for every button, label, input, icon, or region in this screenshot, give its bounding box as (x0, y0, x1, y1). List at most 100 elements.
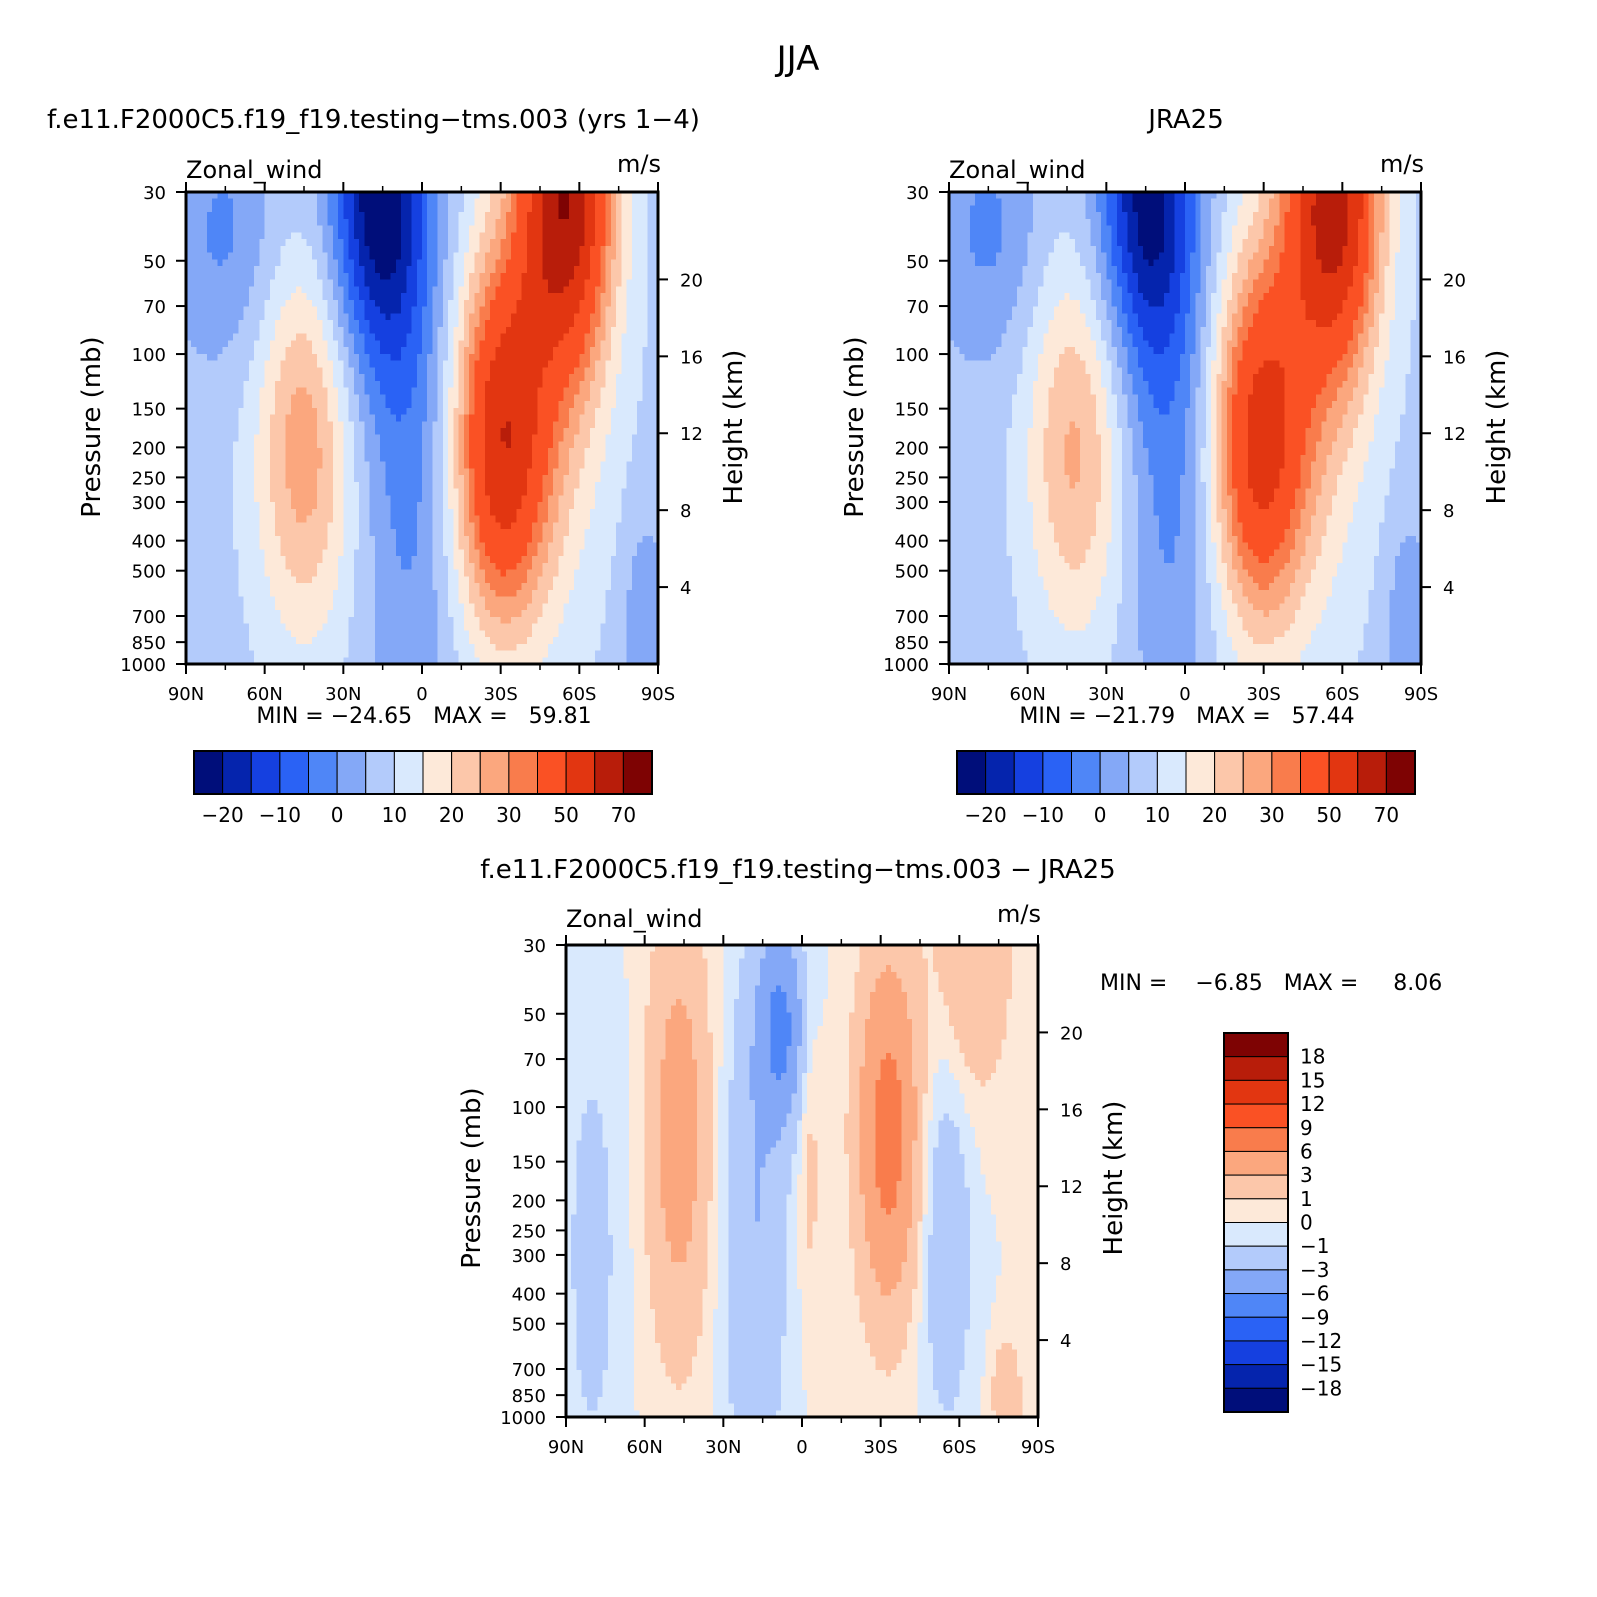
field-cell (296, 461, 302, 470)
field-cell (217, 266, 224, 274)
field-cell (631, 218, 638, 227)
field-cell (637, 367, 643, 375)
field-cell (437, 475, 444, 483)
field-cell (469, 293, 476, 301)
field-cell (631, 387, 638, 395)
field-cell (605, 387, 612, 395)
field-cell (589, 279, 596, 287)
field-cell (532, 286, 538, 294)
field-cell (233, 212, 240, 220)
field-cell (296, 542, 302, 550)
field-cell (332, 556, 339, 564)
field-cell (206, 542, 213, 550)
field-cell (369, 448, 376, 456)
field-cell (469, 360, 476, 368)
field-cell (227, 239, 234, 247)
field-cell (647, 556, 654, 564)
field-cell (516, 475, 523, 483)
field-cell (186, 529, 192, 537)
field-cell (516, 333, 523, 341)
field-cell (186, 232, 192, 240)
field-cell (411, 488, 418, 497)
field-cell (490, 279, 497, 287)
field-cell (306, 360, 313, 368)
field-cell (553, 360, 559, 368)
field-cell (526, 326, 533, 335)
field-cell (427, 320, 434, 328)
field-cell (631, 454, 638, 463)
field-cell (395, 562, 402, 571)
field-cell (306, 367, 313, 375)
field-cell (589, 333, 596, 341)
field-cell (589, 448, 596, 456)
field-cell (285, 414, 292, 422)
field-cell (553, 407, 559, 416)
field-cell (453, 542, 460, 550)
field-cell (542, 360, 549, 368)
field-cell (416, 556, 423, 564)
field-cell (532, 259, 538, 267)
field-cell (621, 360, 628, 368)
field-cell (432, 252, 439, 261)
field-cell (406, 239, 413, 247)
field-cell (343, 353, 350, 362)
field-cell (416, 272, 423, 281)
field-cell (290, 245, 297, 254)
field-cell (332, 401, 339, 409)
field-cell (296, 259, 302, 267)
field-cell (359, 272, 365, 281)
field-cell (217, 333, 224, 341)
field-cell (422, 259, 428, 267)
field-cell (301, 421, 308, 429)
field-cell (269, 212, 276, 220)
field-cell (511, 313, 517, 321)
field-cell (558, 340, 565, 348)
field-cell (437, 313, 444, 321)
field-cell (290, 259, 297, 267)
field-cell (579, 542, 586, 550)
field-cell (526, 218, 533, 227)
field-cell (222, 387, 229, 395)
field-cell (411, 279, 418, 287)
field-cell (222, 562, 229, 571)
field-cell (511, 232, 517, 240)
field-cell (574, 374, 580, 382)
field-cell (637, 515, 643, 523)
field-cell (537, 279, 544, 287)
field-cell (631, 232, 638, 240)
field-cell (212, 272, 219, 281)
figure-title: JJA (775, 39, 820, 79)
field-cell (269, 488, 276, 497)
field-cell (416, 502, 423, 510)
field-cell (374, 218, 381, 227)
field-cell (458, 340, 465, 348)
field-cell (563, 374, 570, 382)
field-cell (595, 313, 601, 321)
field-cell (206, 347, 213, 355)
field-cell (647, 353, 654, 362)
field-cell (212, 508, 219, 517)
field-cell (490, 495, 497, 503)
field-cell (380, 495, 386, 503)
field-cell (547, 380, 554, 389)
field-cell (259, 293, 266, 301)
field-cell (254, 198, 261, 207)
field-cell (458, 414, 465, 422)
field-cell (338, 347, 344, 355)
field-cell (395, 434, 402, 443)
field-cell (422, 192, 428, 200)
field-cell (243, 272, 250, 281)
field-cell (269, 279, 276, 287)
field-cell (647, 286, 654, 294)
field-cell (579, 306, 586, 314)
field-cell (401, 535, 407, 544)
field-cell (595, 245, 601, 254)
field-cell (311, 502, 318, 510)
field-cell (616, 434, 622, 443)
field-cell (311, 218, 318, 227)
field-cell (222, 272, 229, 281)
field-cell (364, 414, 371, 422)
field-cell (411, 448, 418, 456)
field-cell (212, 441, 219, 449)
field-cell (401, 212, 407, 220)
